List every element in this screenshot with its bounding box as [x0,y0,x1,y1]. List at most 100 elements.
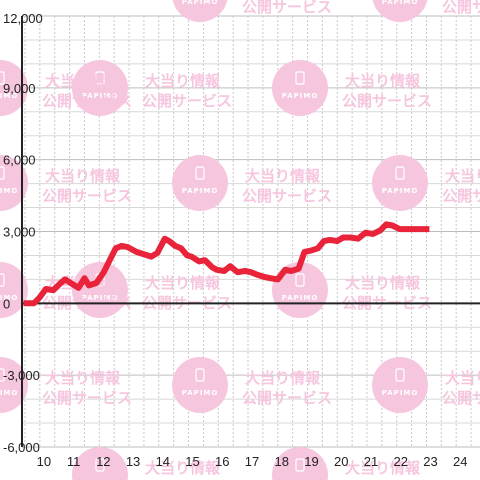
watermark-line1: 大当り情報 [345,72,421,90]
watermark-brand: PAPIMO [382,0,419,6]
watermark-circle-icon [0,357,28,413]
watermark-circle-icon [372,0,428,22]
x-tick-label: 24 [453,454,467,469]
x-tick-label: 13 [126,454,140,469]
watermark-line1: 大当り情報 [45,167,121,185]
phone-icon [0,166,5,180]
watermark-line1: 大当り情報 [245,167,321,185]
watermark-circle-icon [272,447,328,480]
watermark-circle-icon [172,155,228,211]
x-tick-label: 12 [96,454,110,469]
watermark-line2: 公開サービス [42,187,132,205]
x-tick-label: 15 [185,454,199,469]
watermark-circle-icon [172,357,228,413]
watermark-circle-icon [0,155,28,211]
watermark-line2: 公開サービス [342,92,432,110]
y-tick-label: -6,000 [3,440,40,455]
watermark-circle-icon [372,155,428,211]
watermark-line1: 大当り情報 [45,369,121,387]
x-tick-label: 20 [334,454,348,469]
watermark-line1: 大当り情報 [345,459,421,477]
watermark-line1: 大当り情報 [245,369,321,387]
watermark-circle-icon [0,60,28,116]
series-layer [23,221,430,307]
watermark-line2: 公開サービス [142,92,232,110]
watermark-line1: 大当り情報 [45,72,121,90]
watermark-line1: 大当り情報 [145,274,221,292]
watermark-brand: PAPIMO [182,389,219,397]
watermark-circle-icon [372,357,428,413]
watermark-brand: PAPIMO [0,389,18,397]
phone-icon [295,458,305,472]
gridlines [22,15,480,448]
x-tick-label: 10 [37,454,51,469]
phone-icon [0,273,5,287]
watermark-circle-icon [172,0,228,22]
watermark-line2: 公開サービス [242,389,332,407]
watermark-brand: PAPIMO [382,389,419,397]
x-tick-label: 11 [67,454,81,469]
watermark-line2: 公開サービス [242,187,332,205]
phone-icon [295,71,305,85]
watermark-brand: PAPIMO [82,92,119,100]
x-tick-label: 14 [156,454,170,469]
watermark-line1: 大当り情報 [445,369,480,387]
y-tick-label: 9,000 [3,81,36,96]
y-tick-label: 6,000 [3,153,36,168]
watermark-line2: 公開サービス [42,389,132,407]
watermark-circle-icon [0,262,28,318]
x-tick-label: 18 [275,454,289,469]
y-tick-labels: -6,000 -3,000 0 3,000 6,000 9,000 12,000 [3,11,43,455]
phone-icon [395,166,405,180]
phone-icon [95,458,105,472]
watermark-brand: PAPIMO [0,294,18,302]
axes [21,16,480,447]
phone-icon [395,368,405,382]
watermark-line1: 大当り情報 [445,167,480,185]
x-tick-label: 21 [364,454,378,469]
watermark-line2: 公開サービス [442,0,480,16]
watermark-line2: 公開サービス [42,92,132,110]
watermark-brand: PAPIMO [282,92,319,100]
watermark-brand: PAPIMO [282,294,319,302]
phone-icon [0,368,5,382]
watermark-circle-icon [72,60,128,116]
watermark-brand: PAPIMO [0,92,18,100]
x-tick-label: 17 [245,454,259,469]
phone-icon [295,273,305,287]
watermark-brand: PAPIMO [182,187,219,195]
watermark-brand: PAPIMO [182,0,219,6]
watermark-circle-icon [72,447,128,480]
series-line [23,221,430,307]
x-tick-label: 23 [423,454,437,469]
x-tick-labels: 10 11 12 13 14 15 16 17 18 19 20 21 22 23 24 [37,454,468,469]
phone-icon [0,71,5,85]
watermark-line1: 大当り情報 [145,72,221,90]
watermark-line2: 公開サービス [442,187,480,205]
x-tick-label: 22 [393,454,407,469]
watermark-circle-icon [272,60,328,116]
watermark-line1: 大当り情報 [145,459,221,477]
phone-icon [195,368,205,382]
watermark-line1: 大当り情報 [345,274,421,292]
watermark-brand: PAPIMO [0,187,18,195]
watermark-line2: 公開サービス [442,389,480,407]
watermark-line2: 公開サービス [242,0,332,16]
phone-icon [95,71,105,85]
x-tick-label: 19 [304,454,318,469]
y-tick-label: 0 [3,296,10,311]
